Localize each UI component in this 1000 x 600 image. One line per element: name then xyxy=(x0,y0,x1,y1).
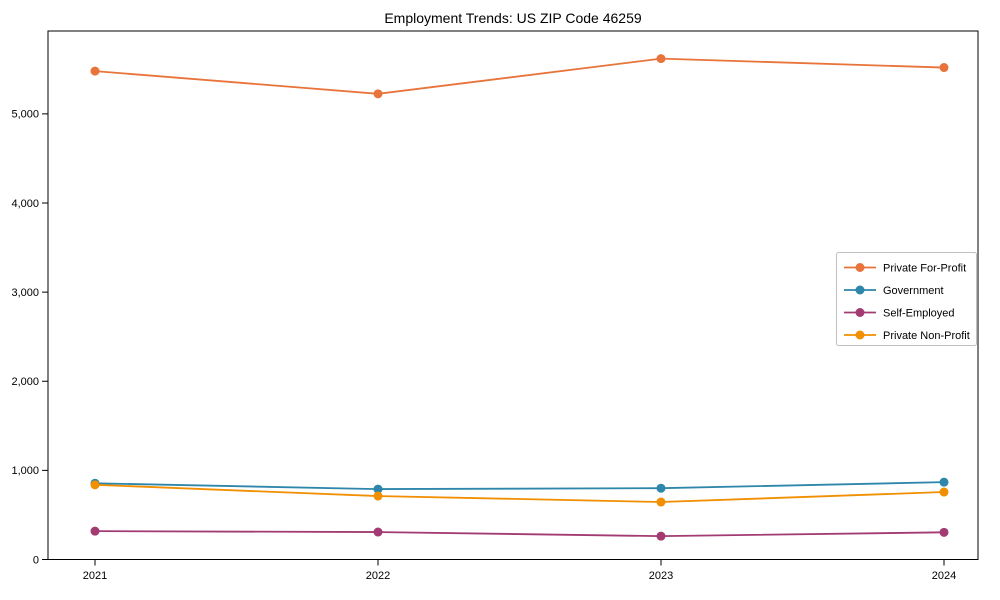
x-tick-label: 2023 xyxy=(649,570,673,582)
chart-title: Employment Trends: US ZIP Code 46259 xyxy=(384,10,642,26)
x-tick-label: 2021 xyxy=(83,570,107,582)
data-point-self-employed-2022 xyxy=(373,527,383,537)
y-tick-label: 5,000 xyxy=(11,109,39,121)
y-tick-label: 1,000 xyxy=(11,465,39,477)
legend-marker-government xyxy=(855,285,865,295)
data-point-self-employed-2023 xyxy=(656,531,666,541)
y-tick-label: 3,000 xyxy=(11,287,39,299)
data-point-private-for-profit-2023 xyxy=(656,54,666,64)
y-tick-label: 4,000 xyxy=(11,198,39,210)
data-point-private-for-profit-2024 xyxy=(939,63,949,73)
data-point-private-non-profit-2022 xyxy=(373,491,383,501)
legend-label-government: Government xyxy=(883,285,944,297)
legend-label-self-employed: Self-Employed xyxy=(883,307,955,319)
legend-marker-private-for-profit xyxy=(855,263,865,272)
legend-label-private-non-profit: Private Non-Profit xyxy=(883,330,970,342)
data-point-private-for-profit-2022 xyxy=(373,89,383,99)
x-tick-label: 2022 xyxy=(366,570,390,582)
data-point-private-non-profit-2023 xyxy=(656,497,666,507)
data-point-government-2024 xyxy=(939,477,949,487)
legend-marker-self-employed xyxy=(855,308,865,317)
series-line-private-non-profit xyxy=(94,483,945,503)
data-point-government-2023 xyxy=(656,483,666,493)
data-point-private-for-profit-2021 xyxy=(90,66,100,76)
data-point-private-non-profit-2021 xyxy=(90,480,100,490)
legend-box xyxy=(836,252,977,346)
data-point-government-2022 xyxy=(373,484,383,494)
y-tick-label: 0 xyxy=(33,554,39,566)
legend-label-private-for-profit: Private For-Profit xyxy=(883,262,966,274)
plot-border xyxy=(47,30,979,560)
legend-marker-private-non-profit xyxy=(855,330,865,340)
series-line-private-for-profit xyxy=(94,57,945,95)
y-tick-label: 2,000 xyxy=(11,376,39,388)
data-point-self-employed-2021 xyxy=(90,526,100,536)
data-point-self-employed-2024 xyxy=(939,527,949,537)
x-tick-label: 2024 xyxy=(932,570,956,582)
chart-dynamic-layer: 0 1,000 2,000 3,000 4,000 5,000 2021 2022 2023 20… xyxy=(11,54,977,582)
legend: Private For-Profit Government Self-Employe… xyxy=(836,252,977,346)
data-point-private-non-profit-2024 xyxy=(939,487,949,497)
series-line-government xyxy=(94,481,945,490)
series-line-self-employed xyxy=(94,530,945,538)
